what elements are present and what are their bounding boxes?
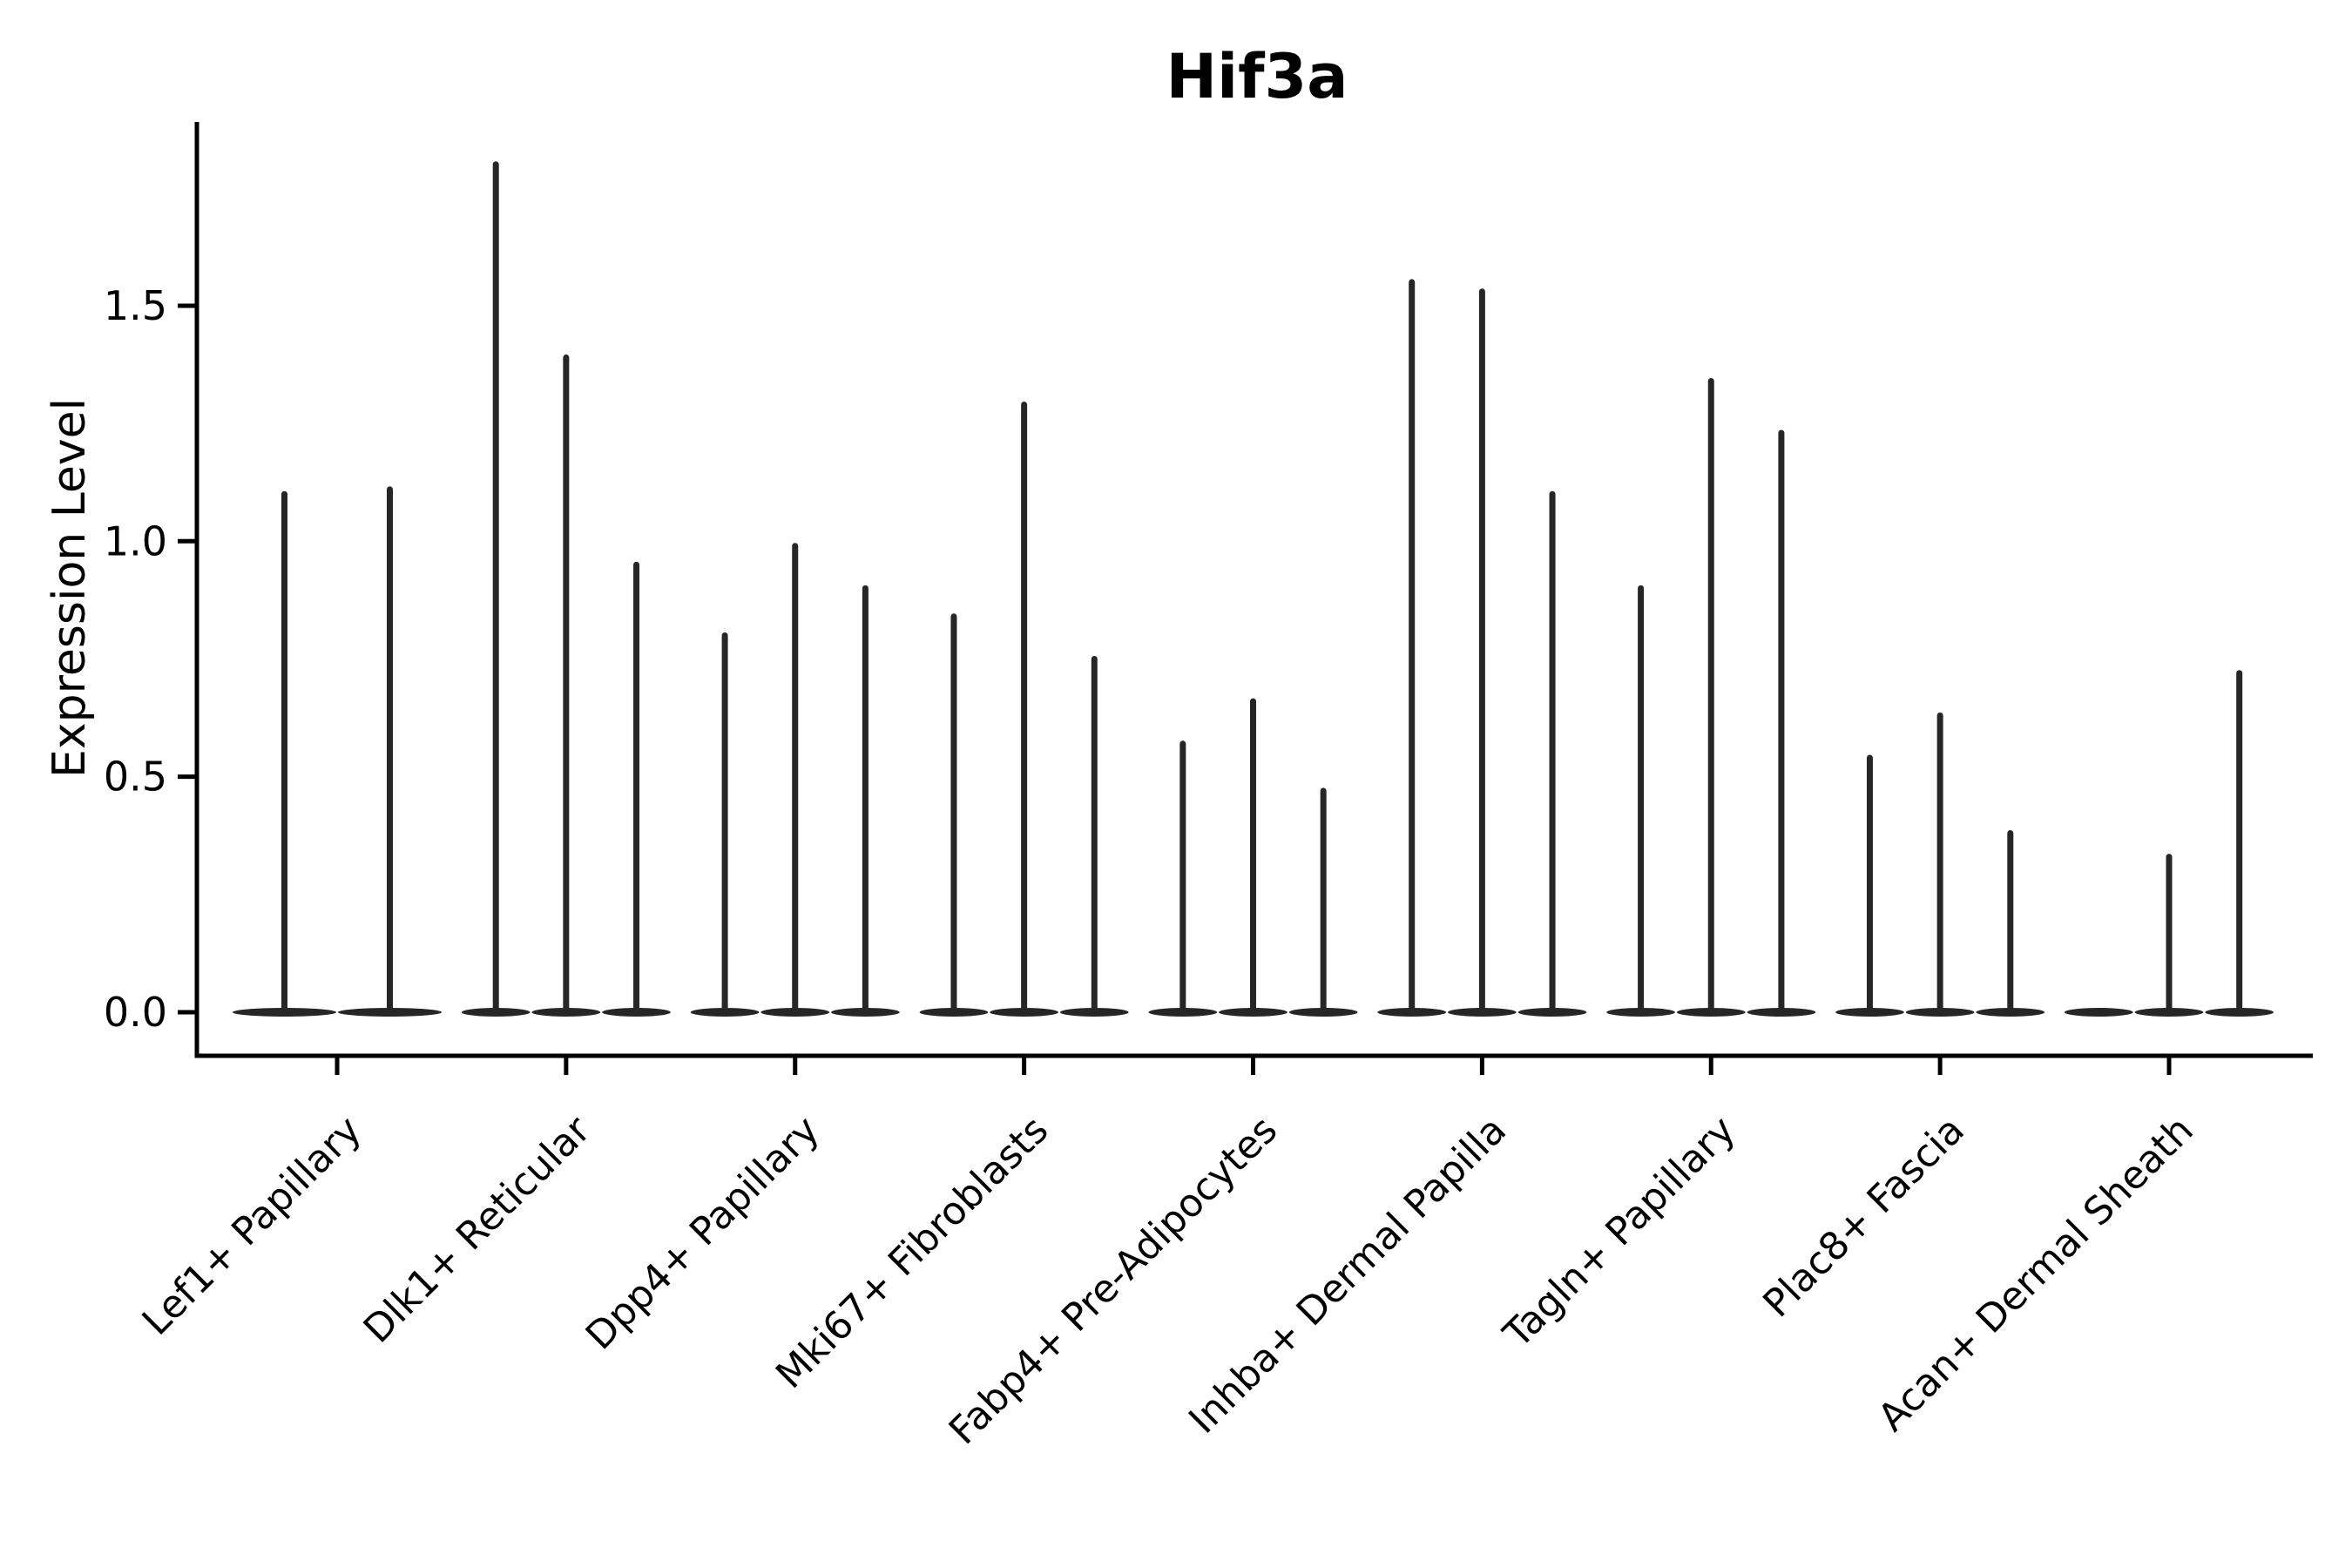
x-tick-label: Plac8+ Fascia	[1754, 1108, 1973, 1327]
y-tick-label: 1.5	[104, 282, 167, 329]
y-tick-label: 0.5	[104, 754, 167, 801]
chart-title: Hif3a	[1166, 41, 1348, 112]
violin-group	[2065, 670, 2274, 1017]
x-tick-label: Tagln+ Papillary	[1495, 1108, 1744, 1357]
x-tick-label: Dlk1+ Reticular	[355, 1107, 600, 1352]
y-axis-label: Expression Level	[44, 398, 96, 778]
violin-group	[1148, 698, 1358, 1017]
violin-group	[690, 543, 900, 1017]
y-tick-label: 1.0	[104, 517, 167, 564]
violin-series	[233, 161, 2274, 1017]
y-tick-label: 0.0	[104, 989, 167, 1036]
violin-group	[461, 161, 671, 1017]
y-axis-ticks: 0.0 0.5 1.0 1.5	[104, 282, 197, 1036]
x-tick-label: Lef1+ Papillary	[134, 1108, 370, 1344]
violin-body	[2065, 1008, 2133, 1017]
violin-group	[233, 486, 442, 1017]
violin-group	[919, 401, 1129, 1017]
violin-group	[1606, 377, 1816, 1017]
violin-group	[1835, 712, 2045, 1017]
violin-group	[1377, 279, 1587, 1017]
x-tick-label: Dpp4+ Papillary	[578, 1108, 828, 1359]
